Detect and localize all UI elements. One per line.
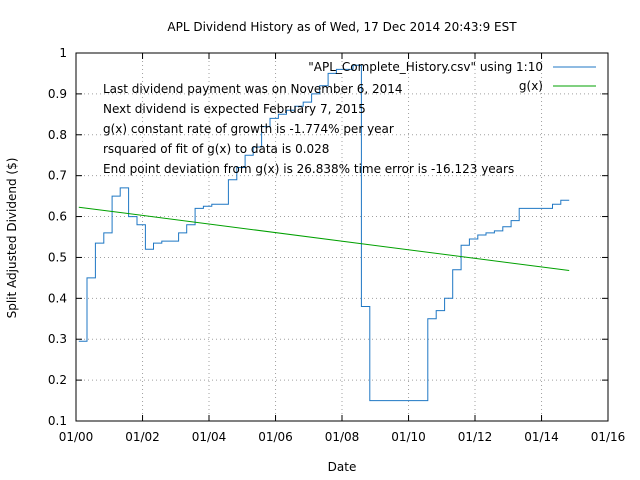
x-tick-label: 01/16 [591,430,626,444]
x-tick-label: 01/06 [258,430,293,444]
annotations: Last dividend payment was on November 6,… [103,82,514,176]
x-tick-label: 01/00 [59,430,94,444]
growth-fit-line [78,206,570,271]
y-tick-label: 1 [59,46,67,60]
y-tick-label: 0.8 [48,128,67,142]
annotation-text: g(x) constant rate of growth is -1.774% … [103,122,394,136]
legend-label: g(x) [519,79,543,93]
annotation-text: rsquared of fit of g(x) to data is 0.028 [103,142,329,156]
x-tick-label: 01/10 [391,430,426,444]
y-tick-label: 0.3 [48,332,67,346]
x-tick-label: 01/14 [524,430,559,444]
y-tick-label: 0.4 [48,291,67,305]
x-tick-label: 01/12 [458,430,493,444]
annotation-text: End point deviation from g(x) is 26.838%… [103,162,514,176]
annotation-text: Next dividend is expected February 7, 20… [103,102,366,116]
chart-title: APL Dividend History as of Wed, 17 Dec 2… [167,20,517,34]
dividend-history-line [78,64,570,402]
plot-frame [75,52,609,422]
y-tick-label: 0.5 [48,250,67,264]
legend-label: "APL_Complete_History.csv" using 1:10 [308,60,543,74]
y-tick-label: 0.9 [48,87,67,101]
x-axis-label: Date [328,460,357,474]
legend: "APL_Complete_History.csv" using 1:10 g(x… [308,60,596,93]
x-tick-label: 01/04 [192,430,227,444]
series-layer [78,64,570,402]
x-tick-label: 01/08 [325,430,360,444]
y-tick-label: 0.7 [48,169,67,183]
annotation-text: Last dividend payment was on November 6,… [103,82,403,96]
x-tick-label: 01/02 [125,430,160,444]
axis-ticks: 0.1 0.2 0.3 0.4 0.5 0.6 0.7 0.8 0.9 1 01/00 01/02 01… [48,46,625,444]
y-tick-label: 0.2 [48,373,67,387]
y-tick-label: 0.6 [48,210,67,224]
y-tick-label: 0.1 [48,414,67,428]
y-axis-label: Split Adjusted Dividend ($) [5,158,19,319]
grid [76,53,608,421]
